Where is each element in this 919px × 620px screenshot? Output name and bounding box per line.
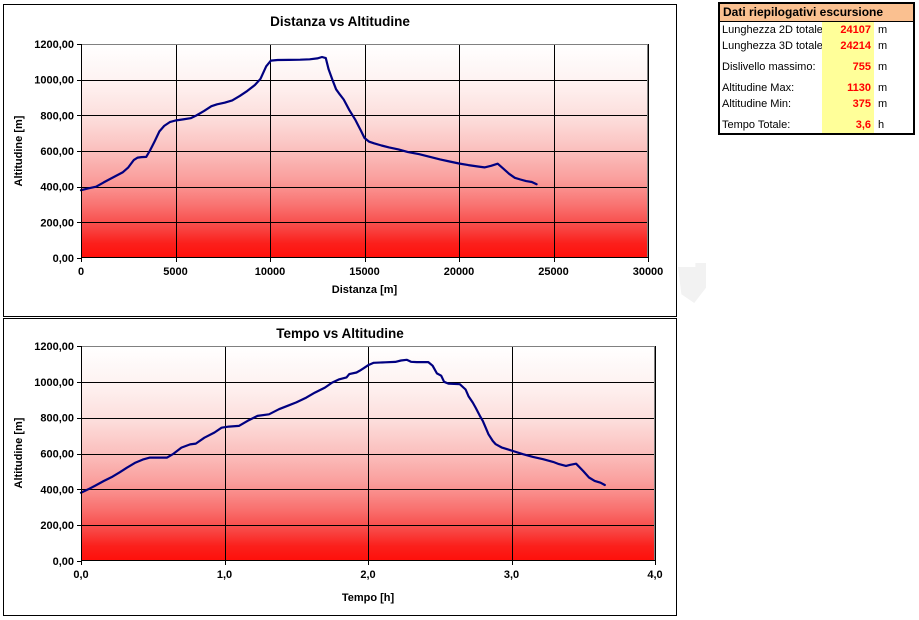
altitude-line [79, 358, 606, 494]
plot-area: 0,00 200,00 400,00 600,00 800,00 1000,00 1200,… [34, 39, 663, 278]
row-label[interactable]: Lunghezza 2D totale [722, 24, 822, 37]
table-row: Altitudine Max: 1130 m [720, 79, 913, 96]
y-tick-label: 1000,00 [34, 377, 74, 389]
x-tick-label: 4,0 [647, 569, 662, 581]
y-tick-label: 200,00 [40, 520, 74, 532]
row-unit[interactable]: m [878, 61, 888, 74]
row-value[interactable]: 755 [822, 58, 874, 76]
y-tick-label: 600,00 [40, 146, 74, 158]
y-tick-label: 1000,00 [34, 75, 74, 87]
x-axis-title: Distanza [m] [331, 284, 398, 296]
chart-tempo-vs-altitudine[interactable]: Tempo vs Altitudine Altitudine [m] Tempo… [3, 318, 677, 616]
altitude-line [79, 55, 538, 192]
y-tick-label: 800,00 [40, 110, 74, 122]
y-tick-label: 200,00 [40, 217, 74, 229]
watermark-shape [678, 263, 706, 303]
x-tick-label: 2,0 [360, 569, 375, 581]
row-unit[interactable]: m [878, 98, 888, 111]
row-label[interactable]: Tempo Totale: [722, 118, 791, 131]
chart-distanza-vs-altitudine[interactable]: Distanza vs Altitudine Altitudine [m] Di… [3, 4, 677, 317]
y-tick-label: 800,00 [40, 413, 74, 425]
row-value[interactable]: 24107 [822, 22, 874, 39]
chart-title: Distanza vs Altitudine [270, 14, 410, 29]
y-tick-label: 400,00 [40, 182, 74, 194]
table-row [720, 54, 913, 59]
row-label[interactable]: Altitudine Max: [722, 81, 795, 94]
axes [77, 44, 649, 262]
gridlines [81, 44, 649, 258]
table-row: Tempo Totale: 3,6 h [720, 116, 913, 133]
y-tick-label: 1200,00 [34, 39, 74, 51]
table-row [720, 112, 913, 117]
x-tick-label: 10000 [255, 266, 286, 278]
x-tick-label: 0 [78, 266, 84, 278]
summary-table: Dati riepilogativi escursione Lunghezza … [718, 2, 915, 135]
row-value[interactable]: 375 [822, 95, 874, 113]
row-unit[interactable]: h [878, 118, 885, 131]
x-axis-title: Tempo [h] [341, 592, 395, 604]
plot-area: 0,00 200,00 400,00 600,00 800,00 1000,00 1200,… [34, 341, 662, 581]
x-tick-label: 25000 [538, 266, 569, 278]
summary-table-body: Lunghezza 2D totale 24107 m Lunghezza 3D to… [720, 22, 913, 133]
y-tick-label: 0,00 [53, 556, 74, 568]
x-tick-label: 20000 [444, 266, 475, 278]
axes [77, 346, 656, 565]
row-label[interactable]: Lunghezza 3D totale [722, 40, 822, 53]
y-tick-label: 1200,00 [34, 341, 74, 353]
x-tick-label: 1,0 [217, 569, 232, 581]
x-tick-label: 3,0 [504, 569, 519, 581]
row-value[interactable]: 24214 [822, 38, 874, 55]
chart-title: Tempo vs Altitudine [276, 326, 404, 341]
row-value[interactable] [822, 112, 874, 117]
row-unit[interactable]: m [878, 24, 888, 37]
summary-table-title[interactable]: Dati riepilogativi escursione [720, 4, 913, 22]
y-tick-label: 0,00 [53, 253, 74, 265]
tick-labels: 0,00 200,00 400,00 600,00 800,00 1000,00 1200,… [34, 39, 663, 278]
row-value[interactable]: 1130 [822, 79, 874, 96]
table-row: Altitudine Min: 375 m [720, 95, 913, 113]
table-row [720, 75, 913, 80]
row-label[interactable]: Altitudine Min: [722, 98, 792, 111]
row-unit[interactable]: m [878, 40, 888, 53]
row-unit[interactable]: m [878, 81, 888, 94]
x-tick-label: 30000 [633, 266, 664, 278]
table-row: Lunghezza 2D totale 24107 m [720, 22, 913, 39]
row-value[interactable] [822, 75, 874, 80]
row-value[interactable]: 3,6 [822, 116, 874, 133]
table-row: Lunghezza 3D totale 24214 m [720, 38, 913, 55]
x-tick-label: 0,0 [73, 569, 88, 581]
table-row: Dislivello massimo: 755 m [720, 58, 913, 76]
row-label[interactable]: Dislivello massimo: [722, 61, 816, 74]
x-tick-label: 5000 [163, 266, 187, 278]
y-tick-label: 600,00 [40, 449, 74, 461]
tick-labels: 0,00 200,00 400,00 600,00 800,00 1000,00 1200,… [34, 341, 662, 581]
x-tick-label: 15000 [349, 266, 380, 278]
y-tick-label: 400,00 [40, 484, 74, 496]
row-value[interactable] [822, 54, 874, 59]
